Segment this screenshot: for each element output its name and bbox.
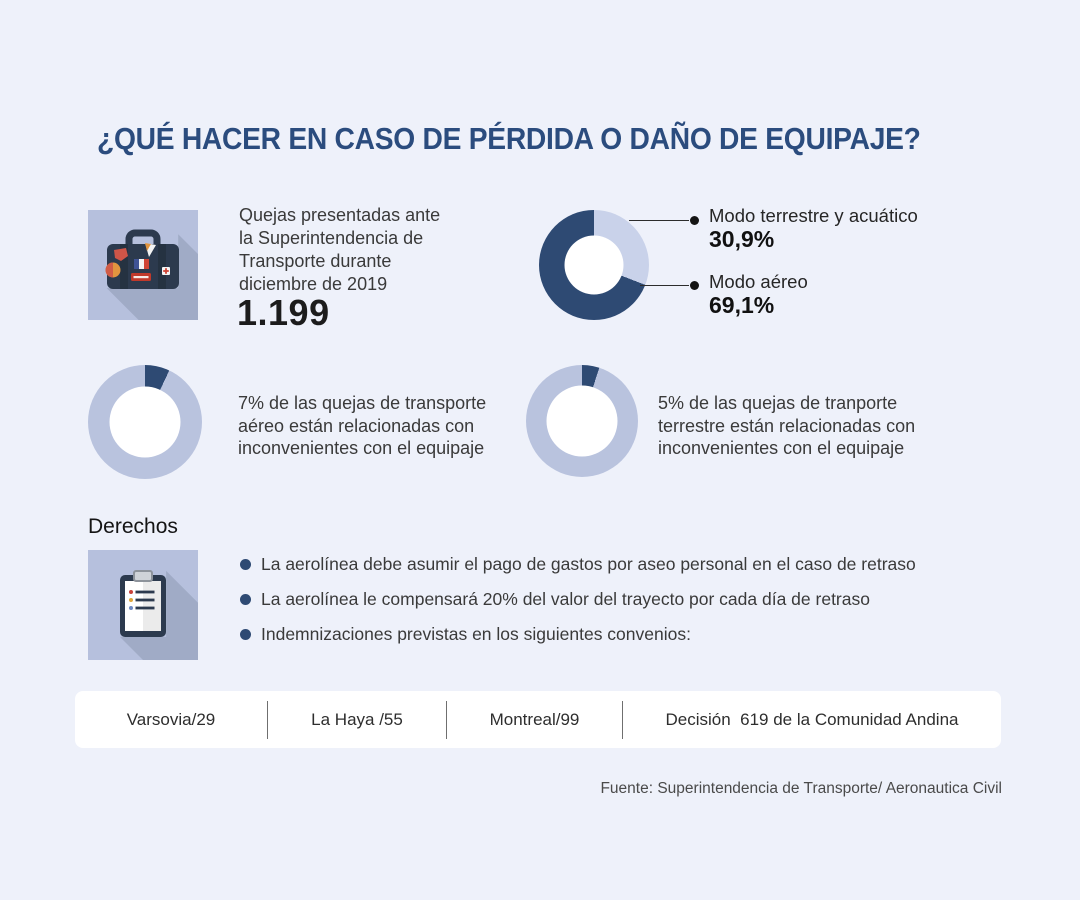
- suitcase-icon: [105, 229, 179, 289]
- legend-value-aereo: 69,1%: [709, 292, 775, 318]
- leader-line: [640, 285, 689, 286]
- bullet-text: Indemnizaciones previstas en los siguien…: [261, 624, 691, 644]
- legend-label-aereo: Modo aéreo: [709, 271, 808, 292]
- clipboard-icon-tile: [88, 550, 198, 660]
- leader-dot: [690, 281, 699, 290]
- list-item: La aerolínea debe asumir el pago de gast…: [240, 553, 1030, 575]
- bullet-dot-icon: [240, 594, 251, 605]
- air-complaints-caption: 7% de las quejas de transporte aéreo est…: [238, 393, 487, 458]
- legend-value-terrestre: 30,9%: [709, 226, 775, 252]
- convention-decision-619: Decisión 619 de la Comunidad Andina: [665, 709, 959, 729]
- complaints-description: Quejas presentadas ante la Superintenden…: [239, 205, 441, 294]
- list-item: La aerolínea le compensará 20% del valor…: [240, 588, 1030, 610]
- donut-hole: [109, 386, 181, 458]
- page-title: ¿QUÉ HACER EN CASO DE PÉRDIDA O DAÑO DE …: [97, 121, 921, 156]
- legend-label-terrestre: Modo terrestre y acuático: [709, 205, 918, 226]
- bullet-text: La aerolínea debe asumir el pago de gast…: [261, 554, 916, 574]
- donut-hole: [546, 385, 618, 457]
- complaints-total-value: 1.199: [237, 292, 330, 333]
- conventions-bar: Varsovia/29 La Haya /55 Montreal/99 Deci…: [75, 691, 1001, 748]
- bullet-text: La aerolínea le compensará 20% del valor…: [261, 589, 870, 609]
- separator: [622, 700, 623, 739]
- derechos-heading: Derechos: [88, 515, 178, 538]
- convention-montreal: Montreal/99: [489, 709, 580, 729]
- convention-varsovia: Varsovia/29: [126, 709, 216, 729]
- land-complaints-caption: 5% de las quejas de tranporte terrestre …: [658, 393, 916, 458]
- suitcase-icon-tile: [88, 210, 198, 320]
- clipboard-icon: [120, 570, 166, 637]
- land-complaints-donut-chart: [526, 365, 638, 477]
- air-complaints-donut-chart: [88, 365, 202, 479]
- bullet-dot-icon: [240, 629, 251, 640]
- convention-la-haya: La Haya /55: [311, 709, 403, 729]
- source-attribution: Fuente: Superintendencia de Transporte/ …: [600, 780, 1002, 797]
- derechos-bullet-list: La aerolínea debe asumir el pago de gast…: [240, 553, 1030, 658]
- leader-line: [629, 220, 689, 221]
- donut-hole: [564, 235, 624, 295]
- separator: [267, 700, 268, 739]
- leader-dot: [690, 216, 699, 225]
- mode-split-donut-chart: [539, 210, 649, 320]
- separator: [446, 700, 447, 739]
- bullet-dot-icon: [240, 559, 251, 570]
- list-item: Indemnizaciones previstas en los siguien…: [240, 623, 1030, 645]
